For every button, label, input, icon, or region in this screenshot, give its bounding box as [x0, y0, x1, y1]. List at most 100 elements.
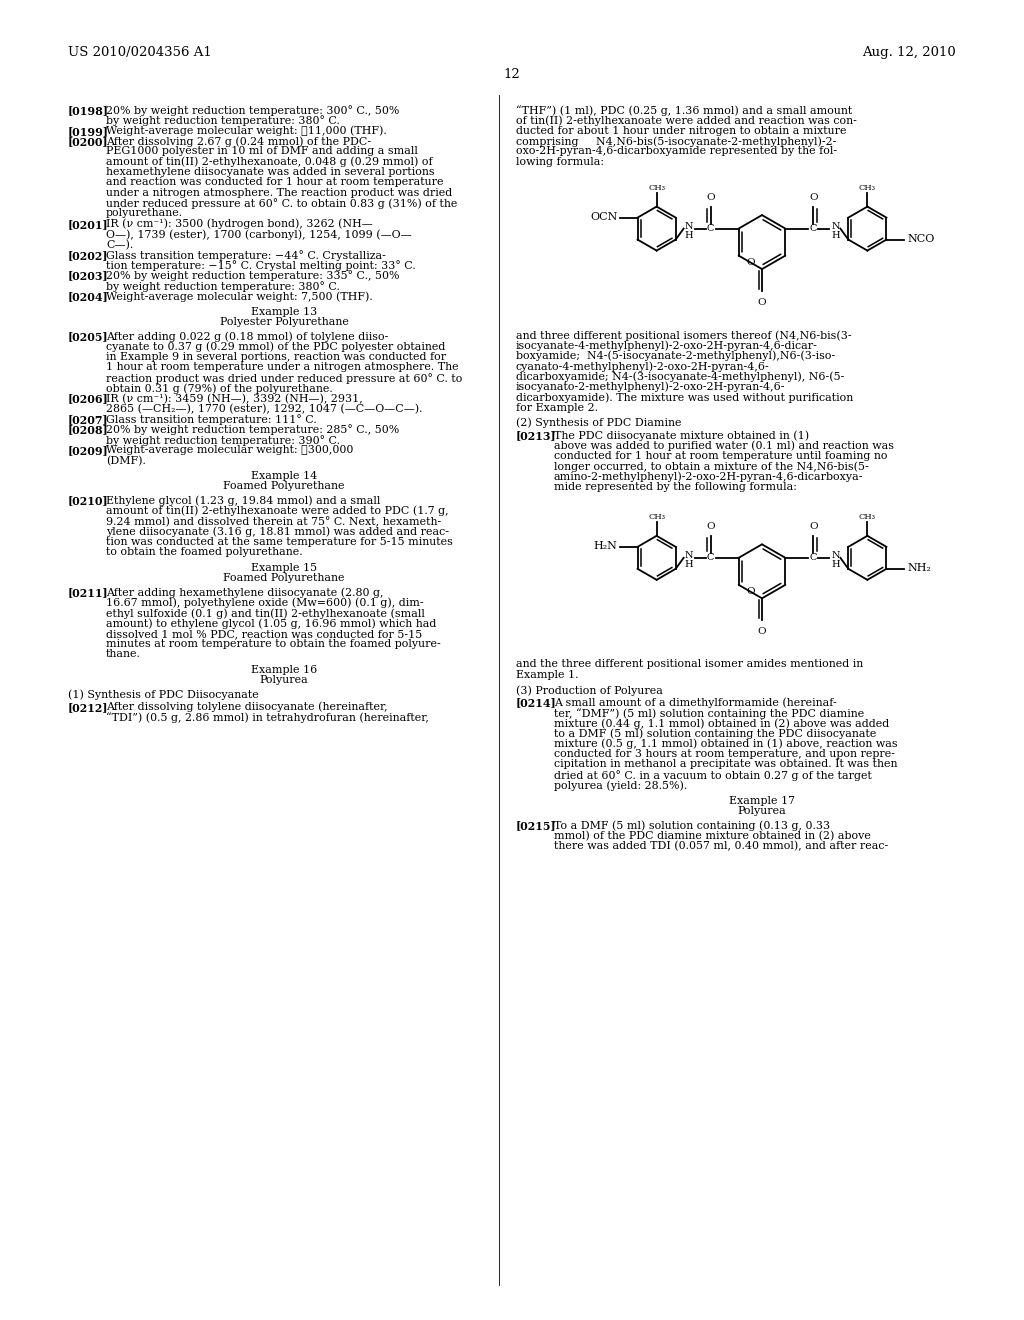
Text: Example 1.: Example 1.	[516, 669, 579, 680]
Text: (3) Production of Polyurea: (3) Production of Polyurea	[516, 685, 663, 696]
Text: After adding hexamethylene diisocyanate (2.80 g,: After adding hexamethylene diisocyanate …	[106, 587, 384, 598]
Text: To a DMF (5 ml) solution containing (0.13 g, 0.33: To a DMF (5 ml) solution containing (0.1…	[554, 820, 830, 830]
Text: oxo-2H-pyran-4,6-dicarboxyamide represented by the fol-: oxo-2H-pyran-4,6-dicarboxyamide represen…	[516, 147, 838, 156]
Text: O: O	[707, 521, 715, 531]
Text: Weight-average molecular weight: ≧300,000: Weight-average molecular weight: ≧300,00…	[106, 445, 353, 455]
Text: [0202]: [0202]	[68, 249, 109, 261]
Text: US 2010/0204356 A1: US 2010/0204356 A1	[68, 46, 212, 59]
Text: IR (ν cm⁻¹): 3459 (NH—), 3392 (NH—), 2931,: IR (ν cm⁻¹): 3459 (NH—), 3392 (NH—), 293…	[106, 393, 362, 404]
Text: [0203]: [0203]	[68, 271, 109, 281]
Text: and reaction was conducted for 1 hour at room temperature: and reaction was conducted for 1 hour at…	[106, 177, 443, 187]
Text: dicarboxyamide; N4-(3-isocyanate-4-methylphenyl), N6-(5-: dicarboxyamide; N4-(3-isocyanate-4-methy…	[516, 371, 845, 381]
Text: CH₃: CH₃	[648, 513, 666, 521]
Text: N: N	[831, 552, 840, 560]
Text: and three different positional isomers thereof (N4,N6-bis(3-: and three different positional isomers t…	[516, 330, 852, 341]
Text: thane.: thane.	[106, 649, 141, 660]
Text: polyurethane.: polyurethane.	[106, 209, 183, 219]
Text: cipitation in methanol a precipitate was obtained. It was then: cipitation in methanol a precipitate was…	[554, 759, 897, 770]
Text: under a nitrogen atmosphere. The reaction product was dried: under a nitrogen atmosphere. The reactio…	[106, 187, 453, 198]
Text: H: H	[684, 231, 693, 240]
Text: above was added to purified water (0.1 ml) and reaction was: above was added to purified water (0.1 m…	[554, 441, 894, 451]
Text: Glass transition temperature: −44° C. Crystalliza-: Glass transition temperature: −44° C. Cr…	[106, 249, 386, 261]
Text: [0215]: [0215]	[516, 820, 557, 832]
Text: O: O	[707, 193, 715, 202]
Text: ethyl sulfoxide (0.1 g) and tin(II) 2-ethylhexanoate (small: ethyl sulfoxide (0.1 g) and tin(II) 2-et…	[106, 609, 425, 619]
Text: [0198]: [0198]	[68, 106, 109, 116]
Text: obtain 0.31 g (79%) of the polyurethane.: obtain 0.31 g (79%) of the polyurethane.	[106, 383, 333, 393]
Text: The PDC diisocyanate mixture obtained in (1): The PDC diisocyanate mixture obtained in…	[554, 430, 809, 441]
Text: longer occurred, to obtain a mixture of the N4,N6-bis(5-: longer occurred, to obtain a mixture of …	[554, 461, 868, 471]
Text: mide represented by the following formula:: mide represented by the following formul…	[554, 482, 797, 492]
Text: [0207]: [0207]	[68, 414, 109, 425]
Text: After adding 0.022 g (0.18 mmol) of tolylene diiso-: After adding 0.022 g (0.18 mmol) of toly…	[106, 331, 388, 342]
Text: N: N	[831, 222, 840, 231]
Text: 20% by weight reduction temperature: 285° C., 50%: 20% by weight reduction temperature: 285…	[106, 425, 399, 436]
Text: isocyanate-4-methylphenyl)-2-oxo-2H-pyran-4,6-dicar-: isocyanate-4-methylphenyl)-2-oxo-2H-pyra…	[516, 341, 818, 351]
Text: in Example 9 in several portions, reaction was conducted for: in Example 9 in several portions, reacti…	[106, 352, 446, 362]
Text: isocyanato-2-methylphenyl)-2-oxo-2H-pyran-4,6-: isocyanato-2-methylphenyl)-2-oxo-2H-pyra…	[516, 381, 785, 392]
Text: Foamed Polyurethane: Foamed Polyurethane	[223, 573, 345, 583]
Text: Aug. 12, 2010: Aug. 12, 2010	[862, 46, 956, 59]
Text: After dissolving 2.67 g (0.24 mmol) of the PDC-: After dissolving 2.67 g (0.24 mmol) of t…	[106, 136, 371, 147]
Text: ylene diisocyanate (3.16 g, 18.81 mmol) was added and reac-: ylene diisocyanate (3.16 g, 18.81 mmol) …	[106, 527, 449, 537]
Text: O: O	[758, 298, 766, 308]
Text: O: O	[809, 193, 818, 202]
Text: A small amount of a dimethylformamide (hereinaf-: A small amount of a dimethylformamide (h…	[554, 697, 837, 708]
Text: (1) Synthesis of PDC Diisocyanate: (1) Synthesis of PDC Diisocyanate	[68, 689, 259, 700]
Text: O: O	[746, 587, 755, 597]
Text: C: C	[707, 553, 715, 562]
Text: Example 13: Example 13	[251, 306, 317, 317]
Text: C: C	[810, 553, 817, 562]
Text: IR (ν cm⁻¹): 3500 (hydrogen bond), 3262 (NH—: IR (ν cm⁻¹): 3500 (hydrogen bond), 3262 …	[106, 219, 373, 230]
Text: dicarboxyamide). The mixture was used without purification: dicarboxyamide). The mixture was used wi…	[516, 392, 853, 403]
Text: to a DMF (5 ml) solution containing the PDC diisocyanate: to a DMF (5 ml) solution containing the …	[554, 729, 877, 739]
Text: conducted for 3 hours at room temperature, and upon repre-: conducted for 3 hours at room temperatur…	[554, 750, 895, 759]
Text: Polyester Polyurethane: Polyester Polyurethane	[219, 317, 348, 327]
Text: 2865 (—CH₂—), 1770 (ester), 1292, 1047 (—C—O—C—).: 2865 (—CH₂—), 1770 (ester), 1292, 1047 (…	[106, 404, 423, 414]
Text: [0205]: [0205]	[68, 331, 109, 342]
Text: C: C	[707, 224, 715, 234]
Text: H₂N: H₂N	[594, 541, 617, 550]
Text: ter, “DMF”) (5 ml) solution containing the PDC diamine: ter, “DMF”) (5 ml) solution containing t…	[554, 708, 864, 718]
Text: N: N	[684, 552, 693, 560]
Text: by weight reduction temperature: 380° C.: by weight reduction temperature: 380° C.	[106, 115, 340, 127]
Text: cyanate to 0.37 g (0.29 mmol) of the PDC polyester obtained: cyanate to 0.37 g (0.29 mmol) of the PDC…	[106, 342, 445, 352]
Text: ducted for about 1 hour under nitrogen to obtain a mixture: ducted for about 1 hour under nitrogen t…	[516, 125, 847, 136]
Text: lowing formula:: lowing formula:	[516, 157, 604, 166]
Text: Example 14: Example 14	[251, 471, 317, 480]
Text: polyurea (yield: 28.5%).: polyurea (yield: 28.5%).	[554, 780, 687, 791]
Text: Polyurea: Polyurea	[260, 675, 308, 685]
Text: reaction product was dried under reduced pressure at 60° C. to: reaction product was dried under reduced…	[106, 372, 463, 384]
Text: [0206]: [0206]	[68, 393, 109, 404]
Text: O: O	[809, 521, 818, 531]
Text: Ethylene glycol (1.23 g, 19.84 mmol) and a small: Ethylene glycol (1.23 g, 19.84 mmol) and…	[106, 495, 380, 506]
Text: (2) Synthesis of PDC Diamine: (2) Synthesis of PDC Diamine	[516, 418, 682, 429]
Text: [0213]: [0213]	[516, 430, 557, 441]
Text: N: N	[684, 222, 693, 231]
Text: “THF”) (1 ml), PDC (0.25 g, 1.36 mmol) and a small amount: “THF”) (1 ml), PDC (0.25 g, 1.36 mmol) a…	[516, 106, 852, 116]
Text: O: O	[758, 627, 766, 636]
Text: 20% by weight reduction temperature: 335° C., 50%: 20% by weight reduction temperature: 335…	[106, 271, 399, 281]
Text: by weight reduction temperature: 390° C.: by weight reduction temperature: 390° C.	[106, 434, 340, 446]
Text: C—).: C—).	[106, 239, 133, 249]
Text: to obtain the foamed polyurethane.: to obtain the foamed polyurethane.	[106, 548, 303, 557]
Text: CH₃: CH₃	[859, 513, 876, 521]
Text: [0208]: [0208]	[68, 425, 109, 436]
Text: Foamed Polyurethane: Foamed Polyurethane	[223, 482, 345, 491]
Text: [0212]: [0212]	[68, 702, 109, 713]
Text: After dissolving tolylene diisocyanate (hereinafter,: After dissolving tolylene diisocyanate (…	[106, 702, 388, 713]
Text: dissolved 1 mol % PDC, reaction was conducted for 5-15: dissolved 1 mol % PDC, reaction was cond…	[106, 628, 422, 639]
Text: cyanato-4-methylphenyl)-2-oxo-2H-pyran-4,6-: cyanato-4-methylphenyl)-2-oxo-2H-pyran-4…	[516, 362, 770, 372]
Text: for Example 2.: for Example 2.	[516, 403, 598, 413]
Text: tion temperature: −15° C. Crystal melting point: 33° C.: tion temperature: −15° C. Crystal meltin…	[106, 260, 416, 271]
Text: 16.67 mmol), polyethylene oxide (Mw=600) (0.1 g), dim-: 16.67 mmol), polyethylene oxide (Mw=600)…	[106, 598, 424, 609]
Text: Example 16: Example 16	[251, 665, 317, 675]
Text: PEG1000 polyester in 10 ml of DMF and adding a small: PEG1000 polyester in 10 ml of DMF and ad…	[106, 147, 418, 156]
Text: NH₂: NH₂	[907, 562, 931, 573]
Text: C: C	[810, 224, 817, 234]
Text: O: O	[746, 257, 755, 267]
Text: amount) to ethylene glycol (1.05 g, 16.96 mmol) which had: amount) to ethylene glycol (1.05 g, 16.9…	[106, 618, 436, 628]
Text: OCN: OCN	[590, 211, 617, 222]
Text: [0204]: [0204]	[68, 292, 109, 302]
Text: of tin(II) 2-ethylhexanoate were added and reaction was con-: of tin(II) 2-ethylhexanoate were added a…	[516, 115, 857, 125]
